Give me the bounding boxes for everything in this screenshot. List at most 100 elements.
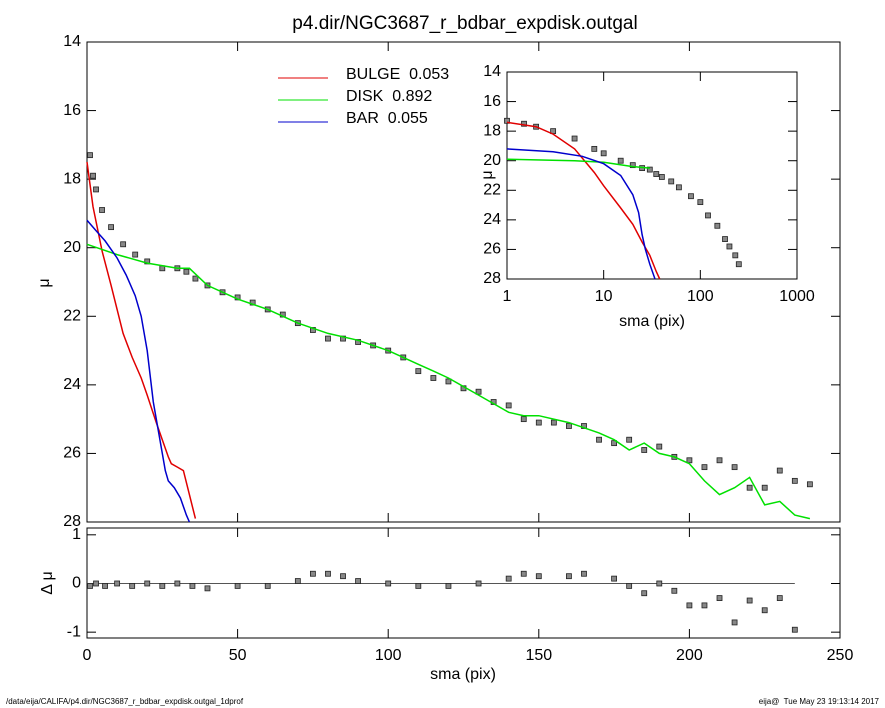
data-point <box>658 174 665 180</box>
data-point <box>325 570 331 577</box>
data-point <box>611 440 617 447</box>
data-point <box>629 162 636 169</box>
data-point <box>591 145 598 152</box>
y-axis-label: Δ μ <box>39 571 56 594</box>
data-point <box>656 443 663 450</box>
model-line <box>86 219 191 523</box>
data-point <box>475 580 482 587</box>
data-point <box>504 117 510 124</box>
data-point <box>159 583 166 589</box>
data-point <box>776 467 783 474</box>
data-point <box>701 464 708 471</box>
y-tick-label: 28 <box>483 270 501 287</box>
model-line <box>506 148 656 280</box>
data-point <box>697 199 704 206</box>
y-tick-label: 14 <box>63 33 81 50</box>
data-point <box>99 207 105 213</box>
x-axis-label: sma (pix) <box>619 313 685 330</box>
data-point <box>675 184 682 191</box>
x-tick-label: 100 <box>375 647 402 664</box>
data-point <box>445 583 452 589</box>
model-line <box>506 158 650 169</box>
data-point <box>791 477 798 484</box>
model-line <box>86 161 197 519</box>
y-tick-label: -1 <box>67 623 81 640</box>
data-point <box>600 150 607 157</box>
x-tick-label: 50 <box>229 647 247 664</box>
y-axis-label: μ <box>479 170 496 179</box>
x-tick-label: 1 <box>503 288 512 305</box>
x-tick-label: 1000 <box>779 288 815 305</box>
data-point <box>566 423 572 429</box>
data-point <box>108 224 114 231</box>
data-point <box>653 171 660 177</box>
data-point <box>249 299 256 306</box>
y-tick-label: 0 <box>72 575 81 592</box>
data-point <box>761 484 768 491</box>
data-point <box>626 583 633 589</box>
data-point <box>340 573 346 580</box>
x-tick-label: 200 <box>676 647 703 664</box>
data-point <box>189 583 196 589</box>
data-point <box>726 243 733 250</box>
y-tick-label: 16 <box>63 102 81 119</box>
data-point <box>93 186 99 193</box>
model-line <box>86 243 811 520</box>
data-point <box>791 626 798 633</box>
data-point <box>611 575 617 582</box>
y-tick-label: 20 <box>483 152 501 169</box>
data-point <box>355 578 361 584</box>
data-point <box>686 457 693 464</box>
data-point <box>656 580 663 587</box>
data-point <box>746 597 753 604</box>
data-point <box>355 339 361 345</box>
data-point <box>671 587 678 594</box>
data-point <box>264 583 271 589</box>
data-point <box>520 570 527 577</box>
data-point <box>714 222 721 229</box>
data-point <box>415 368 422 375</box>
data-point <box>705 212 711 219</box>
data-point <box>646 166 653 173</box>
data-point <box>571 135 578 142</box>
model-line <box>506 121 661 280</box>
data-point <box>183 268 190 275</box>
data-point <box>114 580 121 587</box>
data-point <box>716 457 723 464</box>
data-point <box>566 573 572 580</box>
y-tick-label: 24 <box>483 211 501 228</box>
data-point <box>520 416 527 423</box>
data-point <box>535 419 542 426</box>
data-point <box>87 583 93 589</box>
data-point <box>430 375 437 381</box>
data-point <box>309 570 316 577</box>
data-point <box>731 619 738 626</box>
data-point <box>686 602 693 609</box>
y-tick-label: 28 <box>63 513 81 530</box>
data-point <box>204 585 211 592</box>
data-point <box>144 580 151 587</box>
data-point <box>120 241 127 248</box>
data-point <box>641 590 648 597</box>
data-point <box>688 193 694 200</box>
data-point <box>701 602 708 609</box>
chart-title: p4.dir/NGC3687_r_bdbar_expdisk.outgal <box>292 13 637 34</box>
legend-label: BULGE 0.053 <box>346 66 449 83</box>
data-point <box>475 388 482 395</box>
data-point <box>535 573 542 580</box>
data-point <box>87 152 93 159</box>
data-point <box>581 570 587 577</box>
data-point <box>294 578 301 584</box>
data-point <box>617 157 624 164</box>
y-tick-label: 22 <box>63 308 81 325</box>
footer-left: /data/eija/CALIFA/p4.dir/NGC3687_r_bdbar… <box>6 697 244 706</box>
data-point <box>90 172 96 179</box>
data-point <box>596 436 602 443</box>
data-point <box>641 447 648 453</box>
x-tick-label: 10 <box>595 288 613 305</box>
legend-label: BAR 0.055 <box>346 110 428 127</box>
data-point <box>761 607 768 614</box>
y-axis-label: μ <box>36 278 53 287</box>
y-tick-label: 16 <box>483 93 501 110</box>
